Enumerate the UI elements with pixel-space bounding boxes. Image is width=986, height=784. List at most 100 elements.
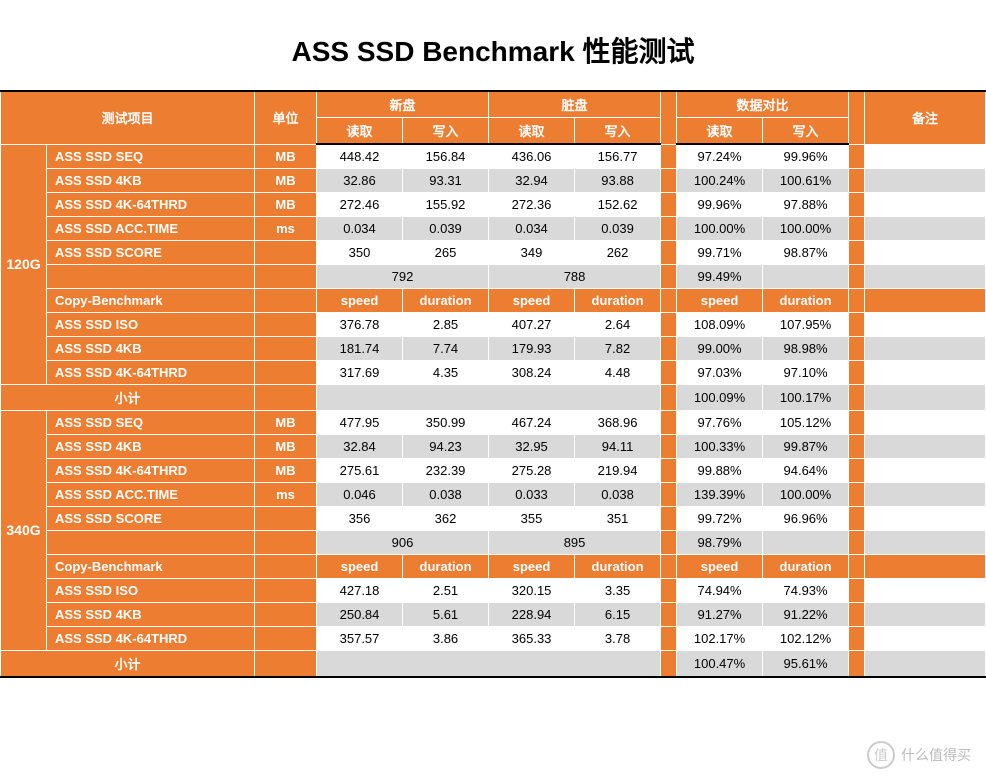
subtotal-unit	[255, 650, 317, 677]
cell-cw: 94.64%	[763, 458, 849, 482]
gap	[849, 360, 865, 384]
cell-cw: 99.87%	[763, 434, 849, 458]
cell-nr: 32.86	[317, 168, 403, 192]
gap	[849, 434, 865, 458]
cell-dd: 2.64	[575, 312, 661, 336]
gap	[661, 578, 677, 602]
header-gap	[661, 91, 677, 144]
cell-cd: 97.10%	[763, 360, 849, 384]
cell-ns: 317.69	[317, 360, 403, 384]
cell-dr: 436.06	[489, 144, 575, 168]
cell-ds: 365.33	[489, 626, 575, 650]
cell-cr: 100.24%	[677, 168, 763, 192]
total-unit	[255, 264, 317, 288]
cell-cs: 99.00%	[677, 336, 763, 360]
total-dirty: 895	[489, 530, 661, 554]
cell-dw: 262	[575, 240, 661, 264]
cell-dr: 0.034	[489, 216, 575, 240]
gap	[661, 336, 677, 360]
cell-nd: 7.74	[403, 336, 489, 360]
cell-ds: 320.15	[489, 578, 575, 602]
cell-cw: 100.00%	[763, 216, 849, 240]
cell-nd: 2.85	[403, 312, 489, 336]
cell-dr: 32.94	[489, 168, 575, 192]
gap	[661, 626, 677, 650]
cell-cs: 97.03%	[677, 360, 763, 384]
header-gap2	[849, 91, 865, 144]
gap	[849, 312, 865, 336]
cell-remark	[865, 434, 986, 458]
row-unit	[255, 312, 317, 336]
total-new: 906	[317, 530, 489, 554]
cell-ds: 308.24	[489, 360, 575, 384]
subtotal-cs: 100.47%	[677, 650, 763, 677]
total-new: 792	[317, 264, 489, 288]
copy-h-speed: speed	[489, 554, 575, 578]
gap	[661, 264, 677, 288]
total-cr: 99.49%	[677, 264, 763, 288]
subtotal-cd: 100.17%	[763, 384, 849, 410]
cell-cr: 139.39%	[677, 482, 763, 506]
gap	[661, 168, 677, 192]
cell-remark	[865, 312, 986, 336]
gap	[849, 240, 865, 264]
copy-benchmark-label: Copy-Benchmark	[47, 554, 255, 578]
total-remark	[865, 264, 986, 288]
copy-h-duration: duration	[403, 554, 489, 578]
cell-nr: 477.95	[317, 410, 403, 434]
cell-nr: 0.034	[317, 216, 403, 240]
subtotal-blank	[317, 650, 661, 677]
gap	[849, 410, 865, 434]
cell-dr: 355	[489, 506, 575, 530]
total-remark	[865, 530, 986, 554]
cell-ds: 179.93	[489, 336, 575, 360]
gap	[849, 168, 865, 192]
cell-nr: 272.46	[317, 192, 403, 216]
cell-cs: 91.27%	[677, 602, 763, 626]
cell-ds: 407.27	[489, 312, 575, 336]
cell-nw: 156.84	[403, 144, 489, 168]
row-label: ASS SSD SEQ	[47, 144, 255, 168]
row-label: ASS SSD SEQ	[47, 410, 255, 434]
gap	[661, 240, 677, 264]
cell-dr: 0.033	[489, 482, 575, 506]
copy-h-duration: duration	[763, 288, 849, 312]
gap	[849, 288, 865, 312]
cell-cr: 97.24%	[677, 144, 763, 168]
cell-cd: 102.12%	[763, 626, 849, 650]
cell-dw: 0.038	[575, 482, 661, 506]
cell-nr: 0.046	[317, 482, 403, 506]
cell-nw: 155.92	[403, 192, 489, 216]
row-unit	[255, 602, 317, 626]
row-label: ASS SSD ACC.TIME	[47, 216, 255, 240]
gap	[849, 144, 865, 168]
cell-cr: 97.76%	[677, 410, 763, 434]
gap	[661, 410, 677, 434]
row-unit: MB	[255, 434, 317, 458]
copy-h-speed: speed	[317, 288, 403, 312]
cell-cw: 105.12%	[763, 410, 849, 434]
copy-h-speed: speed	[677, 288, 763, 312]
header-compare: 数据对比	[677, 91, 849, 118]
copy-h-duration: duration	[575, 554, 661, 578]
row-label: ASS SSD ACC.TIME	[47, 482, 255, 506]
row-label: ASS SSD 4KB	[47, 168, 255, 192]
row-unit	[255, 240, 317, 264]
cell-remark	[865, 216, 986, 240]
gap	[661, 482, 677, 506]
cell-nw: 350.99	[403, 410, 489, 434]
cell-nw: 265	[403, 240, 489, 264]
gap	[661, 216, 677, 240]
gap	[661, 554, 677, 578]
cell-dw: 368.96	[575, 410, 661, 434]
cell-dd: 7.82	[575, 336, 661, 360]
copy-unit	[255, 554, 317, 578]
benchmark-table: 测试项目 单位 新盘 脏盘 数据对比 备注 读取 写入 读取 写入 读取 写入 …	[0, 90, 986, 678]
cell-cw: 99.96%	[763, 144, 849, 168]
total-label	[47, 530, 255, 554]
cell-cr: 99.88%	[677, 458, 763, 482]
cell-dd: 4.48	[575, 360, 661, 384]
cell-ns: 376.78	[317, 312, 403, 336]
cell-cw: 100.61%	[763, 168, 849, 192]
header-cmp-write: 写入	[763, 118, 849, 145]
